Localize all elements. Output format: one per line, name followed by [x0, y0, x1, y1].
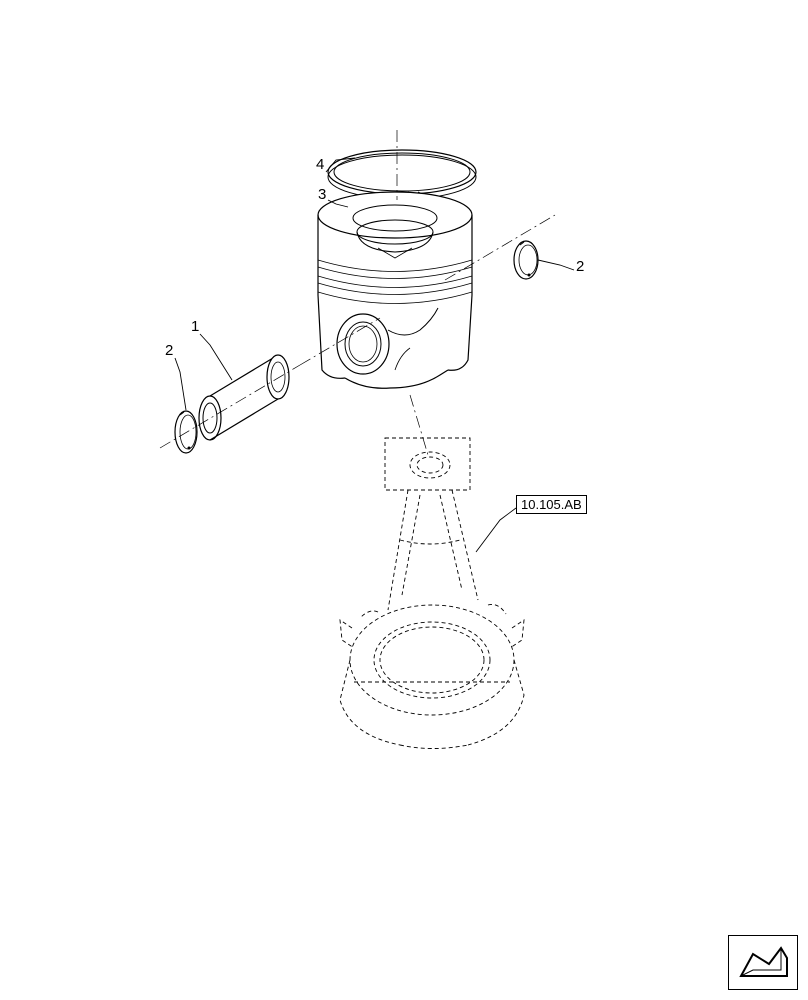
part-piston [318, 192, 472, 388]
callout-1: 1 [191, 318, 199, 335]
corner-callout-icon [728, 935, 798, 990]
reference-box: 10.105.AB [516, 495, 587, 514]
part-snap-ring-right [514, 241, 538, 279]
part-connecting-rod [340, 438, 524, 749]
callout-2-left: 2 [165, 342, 173, 359]
callout-3: 3 [318, 186, 326, 203]
part-wrist-pin [199, 355, 289, 440]
callout-2-right: 2 [576, 258, 584, 275]
exploded-diagram-canvas [0, 0, 808, 1000]
callout-4: 4 [316, 156, 324, 173]
part-snap-ring-left [175, 411, 197, 453]
